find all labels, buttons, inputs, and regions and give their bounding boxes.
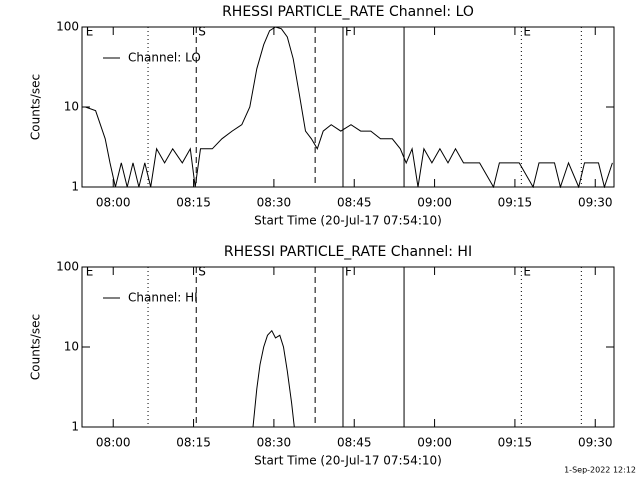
x-tick-label: 08:45	[337, 436, 372, 450]
data-line	[85, 26, 613, 188]
legend-label: Channel: LO	[128, 51, 201, 65]
y-tick-label: 10	[64, 340, 79, 354]
event-flag: E	[86, 265, 94, 279]
event-flag: E	[523, 265, 531, 279]
legend-label: Channel: HI	[128, 291, 198, 305]
data-line	[252, 329, 295, 428]
y-axis-label: Counts/sec	[29, 74, 43, 140]
x-tick-label: 09:15	[498, 436, 533, 450]
event-flag: S	[198, 25, 206, 39]
footer: 1-Sep-2022 12:12	[564, 466, 636, 475]
event-flag: E	[523, 25, 531, 39]
x-tick-label: 09:30	[578, 436, 613, 450]
x-tick-label: 08:45	[337, 196, 372, 210]
x-tick-label: 09:30	[578, 196, 613, 210]
x-tick-label: 08:30	[257, 436, 292, 450]
x-tick-label: 08:00	[96, 196, 131, 210]
chart-title: RHESSI PARTICLE_RATE Channel: LO	[222, 4, 474, 20]
x-tick-label: 09:15	[498, 196, 533, 210]
y-tick-label: 100	[56, 20, 79, 34]
x-tick-label: 09:00	[417, 196, 452, 210]
x-tick-label: 09:00	[417, 436, 452, 450]
x-axis-label: Start Time (20-Jul-17 07:54:10)	[254, 214, 442, 228]
y-tick-label: 10	[64, 100, 79, 114]
event-flag: E	[86, 25, 94, 39]
event-flag: S	[198, 265, 206, 279]
event-flag: F	[345, 265, 352, 279]
x-tick-label: 08:30	[257, 196, 292, 210]
chart-title: RHESSI PARTICLE_RATE Channel: HI	[224, 244, 472, 260]
y-tick-label: 100	[56, 260, 79, 274]
y-tick-label: 1	[71, 420, 79, 434]
x-tick-label: 08:00	[96, 436, 131, 450]
x-tick-label: 08:15	[176, 436, 211, 450]
y-tick-label: 1	[71, 180, 79, 194]
x-axis-label: Start Time (20-Jul-17 07:54:10)	[254, 454, 442, 468]
y-axis-label: Counts/sec	[29, 314, 43, 380]
x-tick-label: 08:15	[176, 196, 211, 210]
event-flag: F	[345, 25, 352, 39]
